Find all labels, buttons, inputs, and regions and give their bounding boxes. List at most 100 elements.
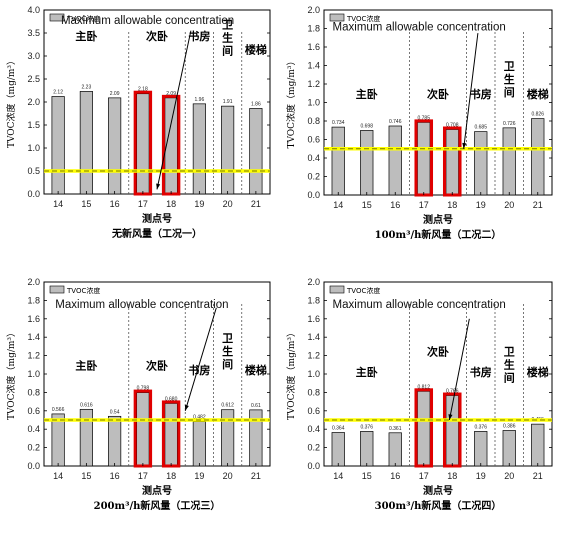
bar-value-label: 0.376 — [360, 424, 373, 430]
chart-caption: 无新风量（工况一） — [111, 227, 202, 240]
room-label: 主卧 — [75, 358, 97, 372]
y-axis-label: TVOC浓度（mg/m³） — [5, 56, 17, 148]
room-label: 间 — [222, 358, 233, 371]
x-axis-label: 测点号 — [142, 212, 172, 225]
x-axis-label: 测点号 — [423, 484, 453, 497]
y-tick-label: 2.0 — [307, 277, 320, 287]
room-label: 卫 — [504, 60, 515, 73]
room-label: 次卧 — [146, 358, 168, 372]
y-tick-label: 0.8 — [307, 116, 320, 126]
chart-panel-condition-2: 0.0 0.2 0.4 0.6 0.8 1.0 1.2 1.4 1.6 1.8 2.0 0.734 14… — [284, 0, 568, 271]
bar-value-label: 0.812 — [417, 384, 430, 390]
x-tick-label: 17 — [419, 200, 429, 210]
x-tick-label: 19 — [476, 471, 486, 481]
bar-value-label: 0.612 — [221, 403, 234, 409]
bar-value-label: 0.826 — [531, 112, 544, 118]
legend-label: TVOC浓度 — [346, 14, 380, 23]
y-tick-label: 0.2 — [27, 443, 40, 453]
bar-value-label: 0.698 — [360, 123, 373, 129]
room-label: 卫 — [504, 346, 515, 359]
y-tick-label: 1.0 — [27, 143, 40, 153]
y-tick-label: 2.5 — [27, 74, 40, 84]
bar — [79, 408, 93, 467]
y-axis-label: TVOC浓度（mg/m³） — [285, 56, 297, 148]
y-tick-label: 1.8 — [27, 295, 40, 305]
room-label: 主卧 — [356, 365, 378, 379]
bar-value-label: 2.18 — [138, 87, 148, 93]
annotation-arrow — [156, 30, 192, 190]
x-tick-label: 15 — [81, 471, 91, 481]
x-tick-label: 17 — [138, 199, 148, 209]
bar — [531, 118, 545, 196]
bar — [51, 96, 65, 195]
room-label: 次卧 — [427, 87, 449, 101]
bar — [388, 432, 402, 467]
y-tick-label: 0.6 — [27, 406, 40, 416]
y-tick-label: 1.5 — [27, 120, 40, 130]
annotation-text: Maximum allowable concentration — [333, 299, 506, 311]
annotation-text: Maximum allowable concentration — [61, 15, 234, 27]
x-tick-label: 19 — [476, 200, 486, 210]
y-tick-label: 0.8 — [307, 387, 320, 397]
bar-value-label: 0.708 — [446, 123, 459, 129]
y-tick-label: 1.0 — [307, 369, 320, 379]
bar-value-label: 1.91 — [223, 99, 233, 105]
chart-panel-condition-4: 0.0 0.2 0.4 0.6 0.8 1.0 1.2 1.4 1.6 1.8 2.0 0.364 14… — [284, 272, 568, 543]
chart-svg: 0.0 0.5 1.0 1.5 2.0 2.5 3.0 3.5 4.0 2.12 14 2.23 15 2… — [5, 5, 271, 240]
y-tick-label: 3.5 — [27, 28, 40, 38]
bar — [474, 431, 488, 467]
x-tick-label: 14 — [333, 471, 343, 481]
chart-caption: 200m³/h新风量（工况三） — [94, 499, 221, 512]
bar — [388, 125, 402, 196]
legend-swatch — [329, 285, 345, 294]
y-tick-label: 1.8 — [307, 295, 320, 305]
x-tick-label: 21 — [251, 471, 261, 481]
room-label: 间 — [504, 372, 515, 385]
bar — [108, 415, 122, 467]
annotation-text: Maximum allowable concentration — [55, 299, 228, 311]
room-label: 卫 — [222, 18, 233, 31]
y-tick-label: 1.6 — [307, 314, 320, 324]
room-label: 楼梯 — [245, 363, 267, 377]
bar-value-label: 0.798 — [137, 386, 150, 392]
room-label: 主卧 — [356, 87, 378, 101]
y-tick-label: 1.0 — [307, 98, 320, 108]
bar — [136, 392, 150, 467]
legend-label: TVOC浓度 — [346, 286, 380, 295]
room-label: 楼梯 — [245, 43, 267, 57]
room-label: 书房 — [188, 29, 210, 43]
x-tick-label: 15 — [362, 200, 372, 210]
bar — [417, 122, 431, 196]
x-tick-label: 21 — [533, 471, 543, 481]
bar-value-label: 0.361 — [389, 426, 402, 432]
y-tick-label: 0.5 — [27, 166, 40, 176]
bar-value-label: 0.785 — [417, 115, 430, 121]
x-tick-label: 14 — [53, 199, 63, 209]
x-tick-label: 17 — [419, 471, 429, 481]
y-tick-label: 1.8 — [307, 24, 320, 34]
y-tick-label: 0.2 — [307, 172, 320, 182]
annotation-arrowhead — [184, 404, 189, 411]
bar — [164, 403, 178, 467]
bar — [249, 108, 263, 195]
x-tick-label: 18 — [447, 471, 457, 481]
x-tick-label: 18 — [166, 199, 176, 209]
room-label: 书房 — [470, 87, 492, 101]
x-tick-label: 16 — [110, 471, 120, 481]
y-tick-label: 0.8 — [27, 387, 40, 397]
bar-value-label: 0.54 — [110, 409, 120, 415]
bar — [502, 430, 516, 467]
chart-panel-condition-1: 0.0 0.5 1.0 1.5 2.0 2.5 3.0 3.5 4.0 2.12 14 2.23 15 2… — [0, 0, 284, 271]
bar-value-label: 0.734 — [332, 120, 345, 126]
x-axis-label: 测点号 — [423, 213, 453, 226]
legend-swatch — [49, 285, 65, 294]
y-tick-label: 1.0 — [27, 369, 40, 379]
bar-value-label: 2.23 — [82, 84, 92, 90]
bar — [360, 431, 374, 467]
chart-caption: 100m³/h新风量（工况二） — [375, 228, 502, 241]
legend-label: TVOC浓度 — [66, 286, 100, 295]
bar-value-label: 0.726 — [503, 121, 516, 127]
bar — [502, 127, 516, 196]
y-tick-label: 1.4 — [307, 332, 320, 342]
bar-value-label: 0.616 — [80, 402, 93, 408]
